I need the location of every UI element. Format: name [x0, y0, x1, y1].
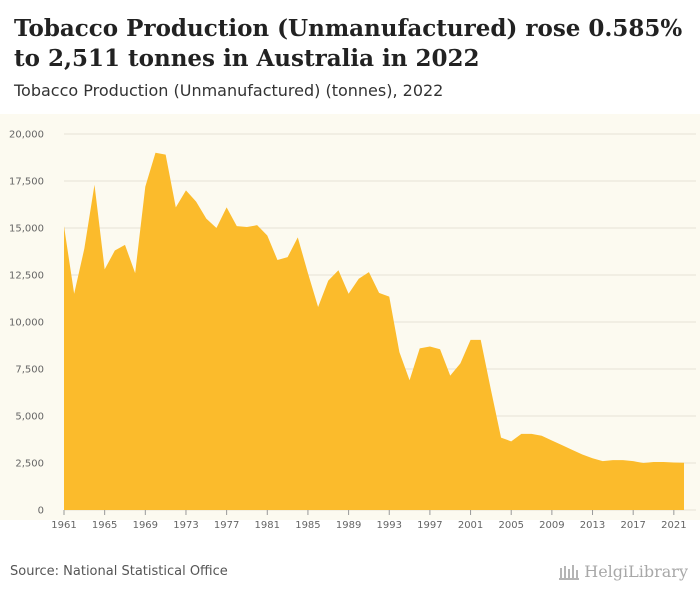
area-layer [64, 152, 684, 511]
x-tick-label: 2013 [580, 520, 605, 531]
y-tick-label: 15,000 [9, 224, 44, 235]
x-tick-label: 2009 [539, 520, 564, 531]
x-tick-label: 1973 [173, 520, 198, 531]
x-tick-label: 1961 [51, 520, 76, 531]
y-tick-label: 0 [38, 506, 44, 517]
tobacco-production-area [64, 152, 684, 511]
x-tick-label: 1993 [377, 520, 402, 531]
x-tick-label: 2017 [620, 520, 645, 531]
y-tick-label: 7,500 [15, 365, 44, 376]
y-tick-label: 12,500 [9, 271, 44, 282]
x-tick-label: 1989 [336, 520, 361, 531]
x-tick-label: 1977 [214, 520, 239, 531]
x-axis-ticks: 1961 1965 1969 1973 1977 1981 1985 1989 1993 1997… [51, 510, 687, 531]
chart-title: Tobacco Production (Unmanufactured) rose… [14, 15, 683, 72]
x-tick-label: 1981 [255, 520, 280, 531]
logo-text: HelgiLibrary [584, 562, 688, 581]
y-tick-label: 5,000 [15, 412, 44, 423]
x-tick-label: 2005 [498, 520, 523, 531]
source-note: Source: National Statistical Office [10, 564, 228, 579]
y-tick-label: 2,500 [15, 459, 44, 470]
x-tick-label: 2001 [458, 520, 483, 531]
x-tick-label: 1965 [92, 520, 117, 531]
y-tick-label: 17,500 [9, 177, 44, 188]
x-tick-label: 1985 [295, 520, 320, 531]
helgi-library-logo[interactable]: HelgiLibrary [558, 562, 688, 581]
x-tick-label: 1997 [417, 520, 442, 531]
x-tick-label: 2021 [661, 520, 686, 531]
x-tick-label: 1969 [133, 520, 158, 531]
y-tick-label: 20,000 [9, 130, 44, 141]
y-axis-ticks: 0 2,500 5,000 7,500 10,000 12,500 15,000 17,500… [9, 130, 44, 517]
library-building-icon [559, 564, 580, 580]
y-tick-label: 10,000 [9, 318, 44, 329]
chart-subtitle: Tobacco Production (Unmanufactured) (ton… [14, 81, 444, 100]
